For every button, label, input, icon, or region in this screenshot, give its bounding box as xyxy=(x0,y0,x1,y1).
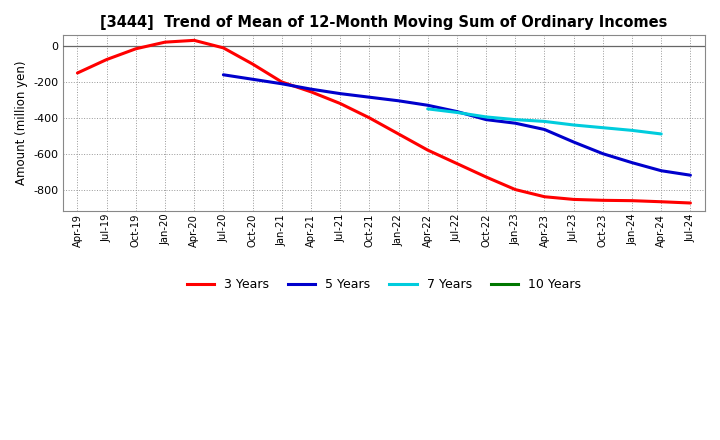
Legend: 3 Years, 5 Years, 7 Years, 10 Years: 3 Years, 5 Years, 7 Years, 10 Years xyxy=(181,273,586,296)
Title: [3444]  Trend of Mean of 12-Month Moving Sum of Ordinary Incomes: [3444] Trend of Mean of 12-Month Moving … xyxy=(100,15,667,30)
Y-axis label: Amount (million yen): Amount (million yen) xyxy=(15,61,28,185)
